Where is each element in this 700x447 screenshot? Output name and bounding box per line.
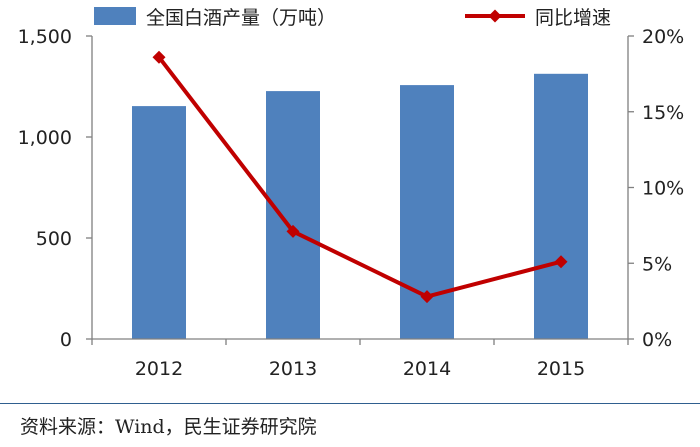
growth-point-2013	[286, 224, 300, 238]
x-tick-label-2015: 2015	[537, 358, 585, 380]
growth-point-2015	[554, 255, 568, 269]
right-tick-label: 0%	[642, 329, 672, 351]
legend-label-line: 同比增速	[535, 7, 611, 29]
right-tick-label: 10%	[642, 178, 684, 200]
chart: 0 500 1,000 1,500 0% 5% 10% 15% 20% 2012 2013 2014 2…	[18, 7, 685, 380]
source-note: 资料来源：Wind，民生证券研究院	[20, 416, 317, 438]
left-tick-label: 1,500	[18, 26, 72, 48]
bar-2015	[534, 73, 588, 340]
line-series-group	[152, 50, 568, 304]
left-tick-label: 1,000	[18, 127, 72, 149]
x-tick-label-2012: 2012	[135, 358, 183, 380]
growth-point-2012	[152, 50, 166, 64]
growth-point-2014	[420, 290, 434, 304]
left-tick-label: 500	[36, 228, 72, 250]
growth-line	[157, 55, 562, 299]
x-tick-label-2014: 2014	[403, 358, 451, 380]
bar-2013	[266, 91, 320, 339]
legend-label-bar: 全国白酒产量（万吨）	[146, 7, 336, 29]
x-tick-label-2013: 2013	[269, 358, 317, 380]
source-divider	[0, 403, 700, 404]
axes-group: 0 500 1,000 1,500 0% 5% 10% 15% 20% 2012 2013 2014 2…	[18, 26, 685, 380]
left-tick-label: 0	[60, 329, 72, 351]
right-tick-label: 15%	[642, 102, 684, 124]
bars-group	[132, 73, 588, 340]
right-tick-label: 5%	[642, 253, 672, 275]
legend-swatch-bar	[94, 7, 136, 25]
legend: 全国白酒产量（万吨） 同比增速	[94, 7, 611, 29]
legend-swatch-marker	[488, 9, 502, 23]
right-tick-label: 20%	[642, 26, 684, 48]
bar-2012	[132, 106, 186, 339]
